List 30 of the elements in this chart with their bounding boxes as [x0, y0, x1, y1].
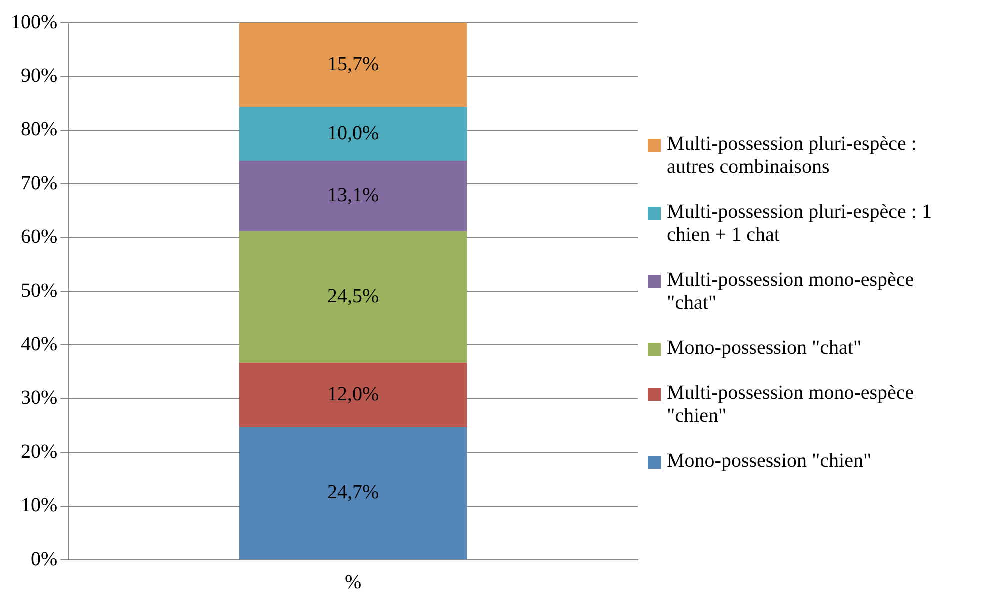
y-tick-label: 30%: [20, 387, 58, 410]
bar: [239, 427, 468, 560]
data-label: 12,0%: [327, 383, 380, 406]
legend-label: Multi-possession mono-espèce "chien": [667, 382, 916, 428]
bar: [239, 231, 468, 363]
legend-label: Mono-possession "chat": [667, 337, 862, 360]
y-tick-label: 10%: [20, 494, 58, 517]
legend-label: Multi-possession mono-espèce "chat": [667, 269, 916, 315]
y-tick-label: 90%: [20, 64, 58, 87]
y-tick-label: 0%: [30, 548, 58, 570]
y-tick-label: 40%: [20, 333, 58, 356]
x-tick-label: %: [344, 571, 362, 594]
data-label: 24,7%: [327, 482, 380, 504]
data-label: 10,0%: [327, 122, 380, 144]
y-tick-label: 80%: [20, 118, 58, 141]
bar: [239, 161, 468, 232]
y-tick-label: 50%: [20, 280, 58, 302]
y-tick-label: 20%: [20, 440, 58, 463]
y-tick-label: 70%: [20, 172, 58, 194]
y-tick-label: 100%: [10, 11, 58, 34]
bar: [239, 362, 468, 428]
bar: [239, 23, 468, 108]
data-label: 13,1%: [327, 184, 380, 206]
bar: [239, 107, 468, 162]
data-label: 24,5%: [327, 285, 380, 308]
data-label: 15,7%: [327, 53, 380, 76]
legend-label: Multi-possession pluri-espèce : autres combinaisons: [667, 133, 918, 179]
y-tick-label: 60%: [20, 226, 58, 248]
legend-label: Mono-possession "chien": [667, 450, 872, 473]
legend-label: Multi-possession pluri-espèce : 1 chien + 1 chat: [667, 201, 933, 247]
